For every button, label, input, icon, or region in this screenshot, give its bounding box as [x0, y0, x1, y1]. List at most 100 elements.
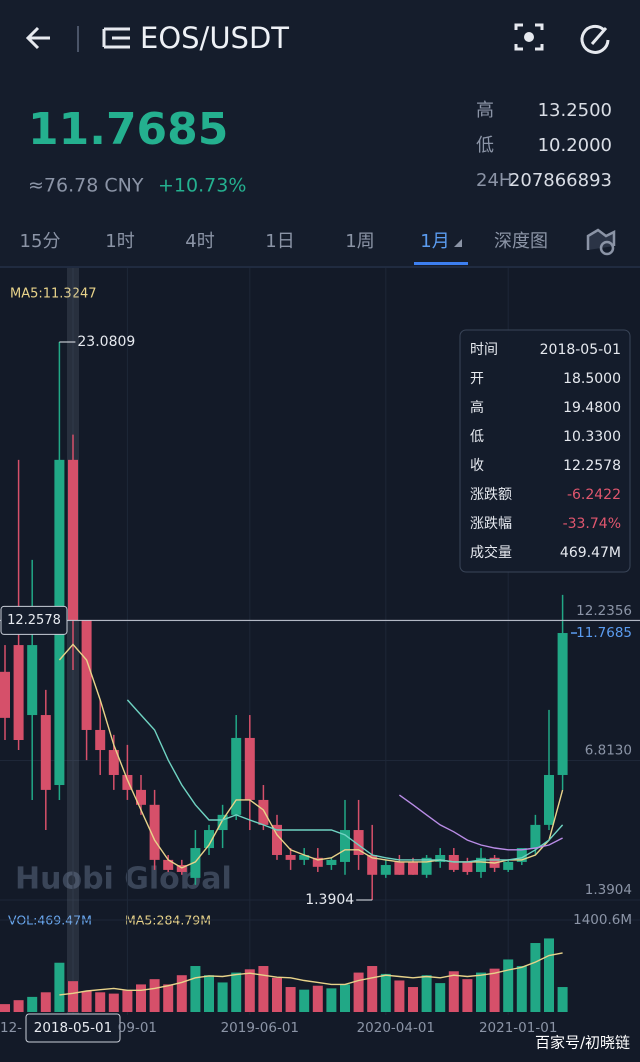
volume-bar — [489, 968, 500, 1012]
volume-bar — [163, 984, 174, 1012]
candle-body — [367, 854, 378, 875]
volume-bar — [54, 962, 65, 1012]
x-tick-label: 09-01 — [118, 1020, 157, 1036]
volume-bar — [312, 985, 323, 1012]
back-icon — [25, 26, 50, 50]
tab[interactable]: 1日 — [265, 231, 294, 252]
fullscreen-button[interactable] — [514, 23, 544, 51]
candle-body — [408, 861, 418, 875]
volume-bar — [272, 977, 282, 1012]
last-price-label: 11.7685 — [576, 625, 632, 641]
candle-body — [217, 814, 228, 831]
volume-bar — [13, 1000, 24, 1012]
volume-bar — [326, 988, 337, 1012]
candle-body — [544, 774, 554, 825]
y-tick-label: 6.8130 — [585, 743, 632, 759]
volume-bar — [258, 966, 269, 1012]
tooltip-value: -6.2422 — [567, 487, 621, 503]
volume-bar — [190, 966, 201, 1012]
candle-body — [81, 620, 92, 730]
tab[interactable]: 1月 — [414, 231, 468, 265]
tab[interactable]: 1时 — [105, 231, 134, 252]
tooltip-label: 成交量 — [470, 544, 512, 561]
candle-body — [136, 789, 146, 805]
x-tick-label: 2019-06-01 — [221, 1020, 299, 1036]
volume-bar — [380, 973, 391, 1012]
candle-body — [190, 848, 201, 878]
volume-bar — [557, 987, 568, 1012]
candle-body — [503, 861, 514, 870]
tooltip-value: -33.74% — [563, 516, 621, 532]
ma-legend: MA5:11.3247 — [10, 287, 97, 302]
back-button[interactable] — [25, 26, 50, 50]
volume-bar — [95, 992, 106, 1012]
candle-body — [231, 737, 242, 815]
crosshair-label-box — [0, 605, 68, 635]
y-tick-label: 12.2356 — [576, 603, 632, 619]
refresh-button[interactable] — [580, 24, 610, 54]
last-price: 11.7685 — [28, 104, 228, 155]
tab[interactable]: 15分 — [20, 231, 61, 252]
menu-button[interactable] — [102, 27, 130, 49]
settings-button[interactable] — [586, 228, 616, 256]
tooltip-label: 高 — [470, 399, 484, 416]
tab-label: 1时 — [105, 231, 134, 252]
volume-bar — [462, 979, 473, 1012]
tab[interactable]: 1周 — [345, 231, 374, 252]
menu-icon — [102, 27, 130, 49]
volume-bar — [476, 972, 486, 1012]
tooltip-label: 低 — [470, 429, 484, 445]
candle-body — [516, 848, 527, 862]
candle-body — [163, 859, 174, 870]
candle-body — [108, 750, 119, 775]
candle-body — [299, 854, 310, 860]
credit: 百家号/初晓链 — [535, 1034, 630, 1052]
volume-bar — [108, 993, 119, 1012]
tab-label: 1月 — [420, 231, 449, 252]
tooltip-value: 18.5000 — [563, 371, 621, 387]
candle-body — [68, 459, 78, 621]
tab-label: 15分 — [20, 231, 61, 252]
tooltip-label: 收 — [470, 458, 484, 474]
candle-body — [95, 729, 106, 751]
volume-tick-label: 1400.6M — [573, 912, 632, 928]
plot: 1.3904 6.8130 12.2356 1400.6M 12.2578 11.7685… — [0, 268, 640, 1043]
pair-title: EOS/USDT — [140, 21, 289, 55]
volume-bar — [204, 975, 214, 1012]
x-label-box — [25, 1013, 121, 1043]
y-tick-label: 1.3904 — [585, 882, 632, 898]
candle-body — [204, 830, 214, 849]
volume-bar — [217, 982, 228, 1012]
volume-bar — [231, 972, 242, 1012]
tab-label: 1周 — [345, 231, 374, 252]
candle-body — [312, 857, 323, 867]
volume-bar — [68, 981, 78, 1012]
tab-label: 1日 — [265, 231, 294, 252]
candle-body — [380, 865, 391, 875]
candle-body — [272, 824, 282, 855]
candle-body — [326, 859, 337, 866]
candle-body — [435, 854, 446, 862]
volume-bar — [516, 966, 527, 1012]
candle-body — [27, 645, 38, 716]
tab-caret — [454, 239, 462, 247]
crosshair-label: 12.2578 — [7, 613, 61, 628]
stat-value: 10.2000 — [538, 135, 612, 156]
volume-bar — [285, 987, 296, 1012]
candle-body — [122, 774, 133, 790]
candle-body — [244, 737, 255, 800]
tab[interactable]: 4时 — [185, 231, 214, 252]
volume-bar — [367, 966, 378, 1012]
fullscreen-icon — [514, 23, 544, 51]
change-percent: +10.73% — [158, 175, 246, 197]
ma-line — [398, 794, 563, 851]
candle-body — [258, 799, 269, 825]
volume-bar — [530, 943, 541, 1012]
tab[interactable]: 深度图 — [494, 231, 548, 252]
tab-label: 4时 — [185, 231, 214, 252]
volume-bar — [176, 975, 187, 1012]
volume-bar — [136, 984, 146, 1012]
volume-bar — [244, 969, 255, 1012]
tooltip-value: 12.2578 — [563, 458, 621, 474]
candle-body — [149, 804, 160, 860]
